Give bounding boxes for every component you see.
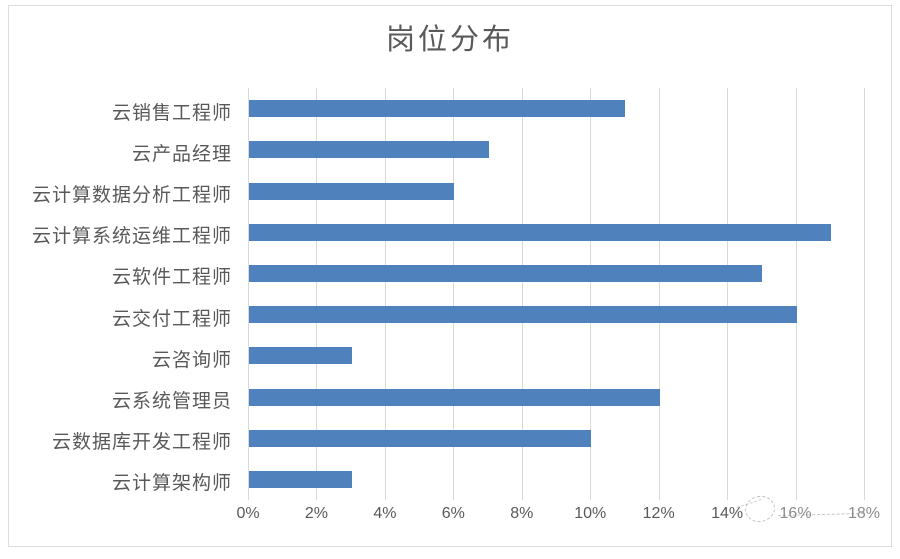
bar-5 [249, 264, 763, 282]
y-category-label: 云软件工程师 [111, 267, 232, 289]
x-tick-label: 4% [373, 505, 397, 522]
y-category-label: 云计算系统运维工程师 [31, 226, 232, 248]
bar-7 [249, 347, 352, 365]
x-tick-label: 14% [711, 505, 744, 522]
y-category-label: 云产品经理 [131, 143, 232, 165]
plot-area [248, 88, 865, 500]
gridline [795, 88, 797, 500]
chart-title: 岗位分布 [385, 24, 514, 56]
x-tick-label: 16% [779, 505, 812, 522]
x-tick-label: 18% [847, 505, 881, 522]
y-category-label: 云计算架构师 [111, 473, 232, 495]
y-category-label: 云计算数据分析工程师 [31, 185, 232, 206]
gridline [521, 88, 523, 500]
bar-8 [249, 388, 660, 406]
x-tick-label: 6% [441, 505, 465, 522]
x-tick-label: 10% [574, 505, 607, 522]
gridline [248, 88, 249, 500]
gridline [316, 88, 318, 500]
y-category-label: 云系统管理员 [111, 391, 232, 412]
bar-9 [249, 429, 592, 447]
x-tick-label: 12% [642, 505, 675, 522]
y-axis-labels: 云销售工程师云产品经理云计算数据分析工程师 云计算系统运维工程师云软件工程师 云交付… [10, 88, 240, 500]
bar-6 [249, 306, 797, 324]
x-tick-label: 0% [236, 505, 260, 522]
gridline [658, 88, 660, 500]
x-axis-labels: 0% 2% 4% 6% 8% 10% 12% 14% 16% 18% [236, 505, 880, 529]
gridline [590, 88, 592, 500]
y-category-label: 云咨询师 [151, 349, 232, 371]
bar-4 [249, 223, 831, 241]
gridline [727, 88, 729, 500]
y-category-label: 云数据库开发工程师 [51, 432, 232, 454]
bar-1 [249, 100, 626, 118]
y-category-label: 云交付工程师 [111, 308, 232, 330]
chart-border [8, 5, 892, 547]
bar-3 [249, 182, 455, 200]
gridline [384, 88, 386, 500]
x-tick-label: 8% [510, 505, 534, 522]
bar-2 [249, 141, 489, 159]
gridline [864, 88, 865, 500]
gridline [453, 88, 455, 500]
y-category-label: 云销售工程师 [111, 102, 232, 124]
bar-10 [249, 470, 352, 488]
x-tick-label: 2% [304, 505, 328, 522]
